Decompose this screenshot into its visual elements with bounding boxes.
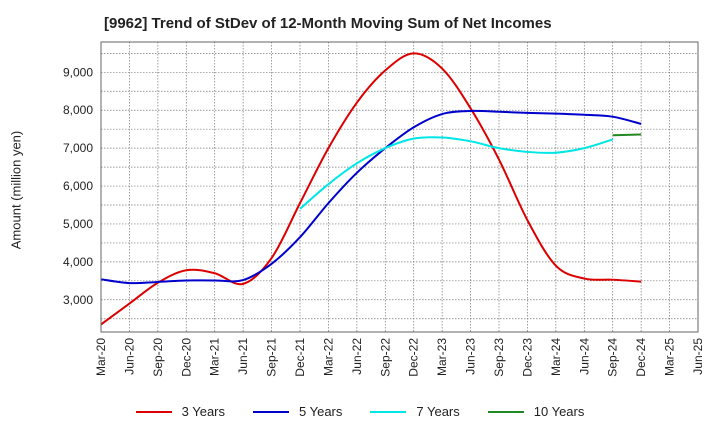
x-tick-label: Jun-25 — [691, 338, 705, 375]
x-tick-label: Dec-21 — [293, 338, 307, 377]
legend-swatch — [487, 410, 524, 413]
legend-item-10-years: 10 Years — [487, 404, 585, 419]
x-tick-label: Mar-22 — [321, 338, 335, 376]
legend-swatch — [135, 410, 172, 413]
x-tick-label: Mar-21 — [208, 338, 222, 376]
y-tick-label: 4,000 — [63, 255, 93, 269]
x-tick-label: Sep-23 — [492, 338, 506, 377]
x-tick-label: Dec-20 — [179, 338, 193, 377]
series-line-10-years — [612, 133, 642, 137]
x-tick-label: Sep-20 — [151, 338, 165, 377]
y-tick-label: 7,000 — [63, 141, 93, 155]
x-tick-label: Sep-24 — [606, 338, 620, 377]
series-lines — [100, 52, 642, 326]
legend-item-7-years: 7 Years — [370, 404, 460, 419]
y-tick-label: 6,000 — [63, 179, 93, 193]
x-tick-label: Jun-21 — [236, 338, 250, 375]
legend-label: 3 Years — [181, 404, 225, 419]
y-tick-label: 3,000 — [63, 293, 93, 307]
plot-area: 3,000 4,000 5,000 6,000 7,000 8,000 9,000 Mar-… — [63, 41, 705, 377]
y-tick-label: 9,000 — [63, 65, 93, 79]
x-tick-label: Mar-23 — [435, 338, 449, 376]
grid — [100, 42, 699, 332]
series-line-7-years — [299, 136, 614, 210]
legend-swatch — [253, 410, 289, 413]
x-tick-label: Jun-20 — [122, 338, 136, 375]
x-tick-label: Jun-23 — [464, 338, 478, 375]
y-tick-label: 5,000 — [63, 217, 93, 231]
legend: 3 Years 5 Years 7 Years 10 Years — [0, 404, 720, 419]
legend-swatch — [370, 410, 407, 413]
legend-item-5-years: 5 Years — [253, 404, 342, 419]
series-line-5-years — [100, 109, 642, 285]
y-tick-labels: 3,000 4,000 5,000 6,000 7,000 8,000 9,000 — [63, 65, 93, 306]
x-tick-label: Sep-21 — [265, 338, 279, 377]
series-line-3-years — [100, 52, 642, 326]
x-tick-label: Sep-22 — [378, 338, 392, 377]
x-tick-label: Mar-24 — [549, 338, 563, 376]
x-tick-label: Dec-24 — [634, 338, 648, 377]
legend-label: 7 Years — [416, 404, 460, 419]
x-tick-label: Jun-24 — [577, 338, 591, 375]
legend-label: 10 Years — [533, 404, 585, 419]
legend-label: 5 Years — [299, 404, 343, 419]
x-tick-label: Dec-23 — [520, 338, 534, 377]
x-tick-label: Dec-22 — [407, 338, 421, 377]
x-tick-label: Jun-22 — [350, 338, 364, 375]
y-tick-label: 8,000 — [63, 103, 93, 117]
chart-title: [9962] Trend of StDev of 12-Month Moving… — [104, 15, 552, 32]
x-tick-label: Mar-20 — [94, 338, 108, 376]
x-tick-label: Mar-25 — [663, 338, 677, 376]
x-tick-labels: Mar-20 Jun-20 Sep-20 Dec-20 Mar-21 Jun-21 Sep-… — [94, 338, 705, 377]
plot-frame — [100, 41, 699, 333]
legend-item-3-years: 3 Years — [135, 404, 225, 419]
